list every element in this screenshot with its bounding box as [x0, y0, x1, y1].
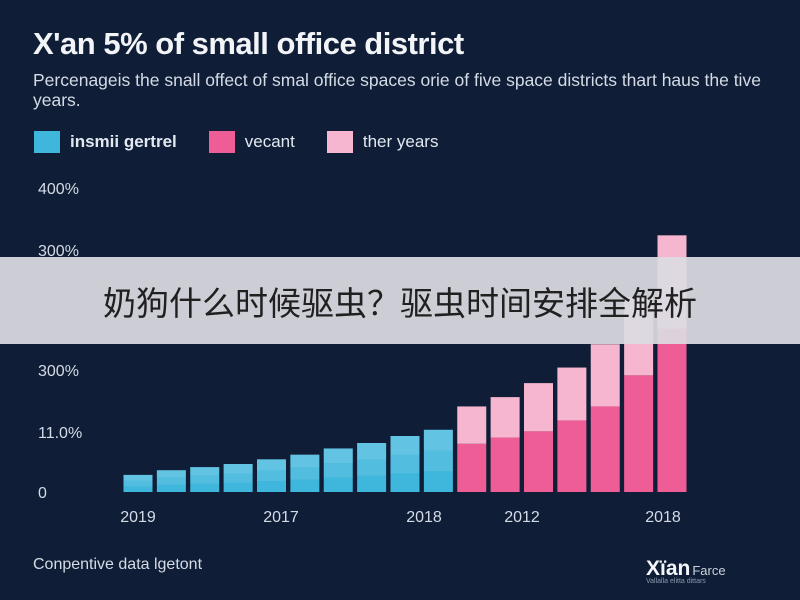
bar-segment-series-2 [657, 328, 687, 492]
bar-highlight [357, 443, 387, 460]
bar-segment-series-2 [624, 375, 654, 492]
bar-segment-series-1 [257, 459, 286, 492]
bar-segment-series-2 [457, 443, 487, 492]
bar-segment-series-1 [223, 464, 253, 492]
bar-highlight [423, 429, 453, 472]
legend-swatch-series-1 [34, 131, 60, 153]
x-tick-label: 2019 [120, 509, 156, 526]
bar-segment-series-2 [590, 406, 620, 492]
y-tick-label: 300% [38, 363, 79, 380]
x-tick-label: 2018 [645, 509, 681, 526]
bar-segment-series-3 [590, 344, 620, 407]
bar-highlight [290, 454, 320, 468]
bar-segment-series-3 [524, 383, 553, 432]
bar-highlight [123, 474, 153, 481]
bar-highlight [156, 470, 186, 485]
y-tick-label: 400% [38, 181, 79, 198]
bar-highlight [190, 467, 220, 484]
legend-item-series-2: vecant [208, 131, 295, 153]
footer-note: Conpentive data lgetont [33, 556, 203, 573]
legend-label-series-2: vecant [244, 132, 295, 151]
bar-highlight [257, 459, 286, 471]
legend: insmii gertrel vecant ther years [34, 130, 470, 154]
brand-tagline: Vallalla elitta dittars [646, 578, 706, 585]
bar-highlight [190, 467, 220, 476]
bar-highlight [290, 454, 320, 480]
bar-segment-series-1 [390, 436, 420, 492]
y-tick-label: 300% [38, 243, 79, 260]
bar-segment-series-2 [490, 437, 520, 492]
bar-segment-series-3 [457, 406, 487, 444]
brand-logo: Xïan Farce [646, 557, 726, 581]
legend-swatch-series-2 [208, 131, 235, 153]
bar-segment-series-1 [190, 467, 220, 492]
bar-highlight [223, 464, 253, 483]
y-tick-label: 0 [38, 485, 47, 502]
bar-highlight [257, 459, 286, 482]
brand-logo-main: Xïan [646, 557, 691, 580]
legend-swatch-series-3 [326, 131, 353, 153]
bar-segment-series-1 [357, 443, 387, 492]
y-tick-label: 11.0% [38, 425, 82, 442]
bar-segment-series-3 [490, 397, 520, 438]
bar-segment-series-1 [290, 454, 320, 492]
bar-highlight [156, 470, 186, 478]
bar-highlight [423, 429, 453, 451]
legend-item-series-3: ther years [326, 131, 439, 153]
chart-subtitle: Percenageis the snall offect of smal off… [33, 70, 761, 110]
bar-highlight [390, 436, 420, 474]
x-tick-label: 2012 [504, 509, 540, 526]
bar-highlight [357, 443, 387, 476]
bar-segment-series-3 [557, 367, 587, 421]
bar-highlight [323, 448, 353, 478]
bar-segment-series-2 [524, 431, 553, 492]
bar-segment-series-2 [557, 420, 587, 492]
legend-label-series-3: ther years [362, 132, 439, 151]
caption-banner-text: 奶狗什么时候驱虫？驱虫时间安排全解析 [103, 283, 697, 323]
legend-item-series-1: insmii gertrel [34, 131, 177, 153]
x-tick-label: 2018 [406, 509, 442, 526]
chart-title: X'an 5% of small office district [33, 26, 464, 61]
bar-highlight [323, 448, 353, 463]
caption-banner: 奶狗什么时候驱虫？驱虫时间安排全解析 [0, 257, 800, 344]
bar-segment-series-1 [323, 448, 353, 492]
bar-highlight [223, 464, 253, 474]
legend-label-series-1: insmii gertrel [70, 132, 177, 151]
x-tick-label: 2017 [263, 509, 299, 526]
bar-segment-series-1 [156, 470, 186, 492]
bar-segment-series-1 [123, 474, 153, 492]
bar-highlight [123, 474, 153, 487]
bar-highlight [390, 436, 420, 455]
brand-logo-sub: Farce [692, 563, 726, 578]
bar-segment-series-1 [423, 429, 453, 492]
